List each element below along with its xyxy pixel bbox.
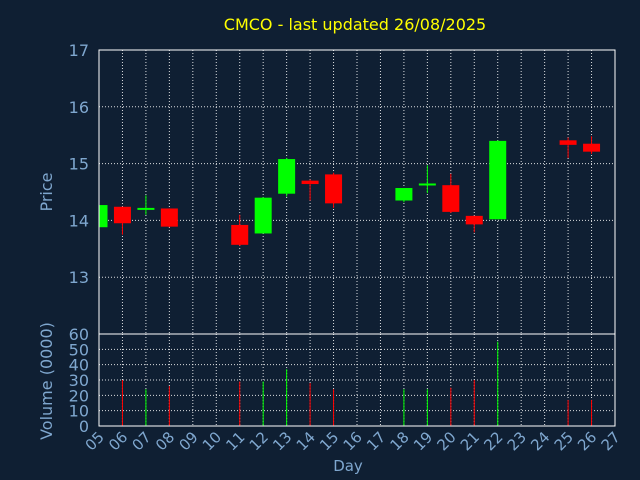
price-tick-label: 13 [69, 268, 89, 287]
x-axis-label: Day [333, 457, 363, 475]
price-tick-label: 14 [69, 211, 89, 230]
price-tick-label: 17 [69, 41, 89, 60]
price-tick-label: 16 [69, 98, 89, 117]
volume-tick-label: 30 [69, 371, 89, 390]
candle-body [113, 206, 131, 224]
candle-body [418, 183, 436, 186]
volume-tick-label: 10 [69, 402, 89, 421]
candle-body [395, 188, 413, 201]
price-panel: 13 14 15 16 17 [69, 41, 616, 335]
candle-body [301, 180, 319, 185]
candle-body [465, 215, 483, 225]
candle-body [559, 140, 577, 145]
volume-tick-label: 20 [69, 386, 89, 405]
candle-body [278, 159, 296, 194]
volume-tick-label: 60 [69, 325, 89, 344]
price-axis-label: Price [37, 172, 56, 211]
x-tick-labels: 0506070809101112131415161718192021222324… [82, 428, 624, 454]
candle-body [325, 174, 343, 204]
candle-body [160, 208, 178, 227]
candle-body [583, 143, 601, 152]
volume-panel-frame [98, 333, 616, 427]
candle-body [442, 185, 460, 212]
volume-axis-label: Volume (0000) [37, 322, 56, 440]
candle-body [254, 197, 272, 234]
volume-tick-label: 0 [79, 417, 89, 436]
volume-tick-label: 50 [69, 340, 89, 359]
candle-body [99, 205, 108, 228]
candle-body [231, 224, 249, 245]
volume-tick-label: 40 [69, 356, 89, 375]
price-tick-label: 15 [69, 155, 89, 174]
candle-body [137, 207, 155, 210]
chart-title: CMCO - last updated 26/08/2025 [224, 15, 486, 34]
candle-body [489, 140, 507, 220]
